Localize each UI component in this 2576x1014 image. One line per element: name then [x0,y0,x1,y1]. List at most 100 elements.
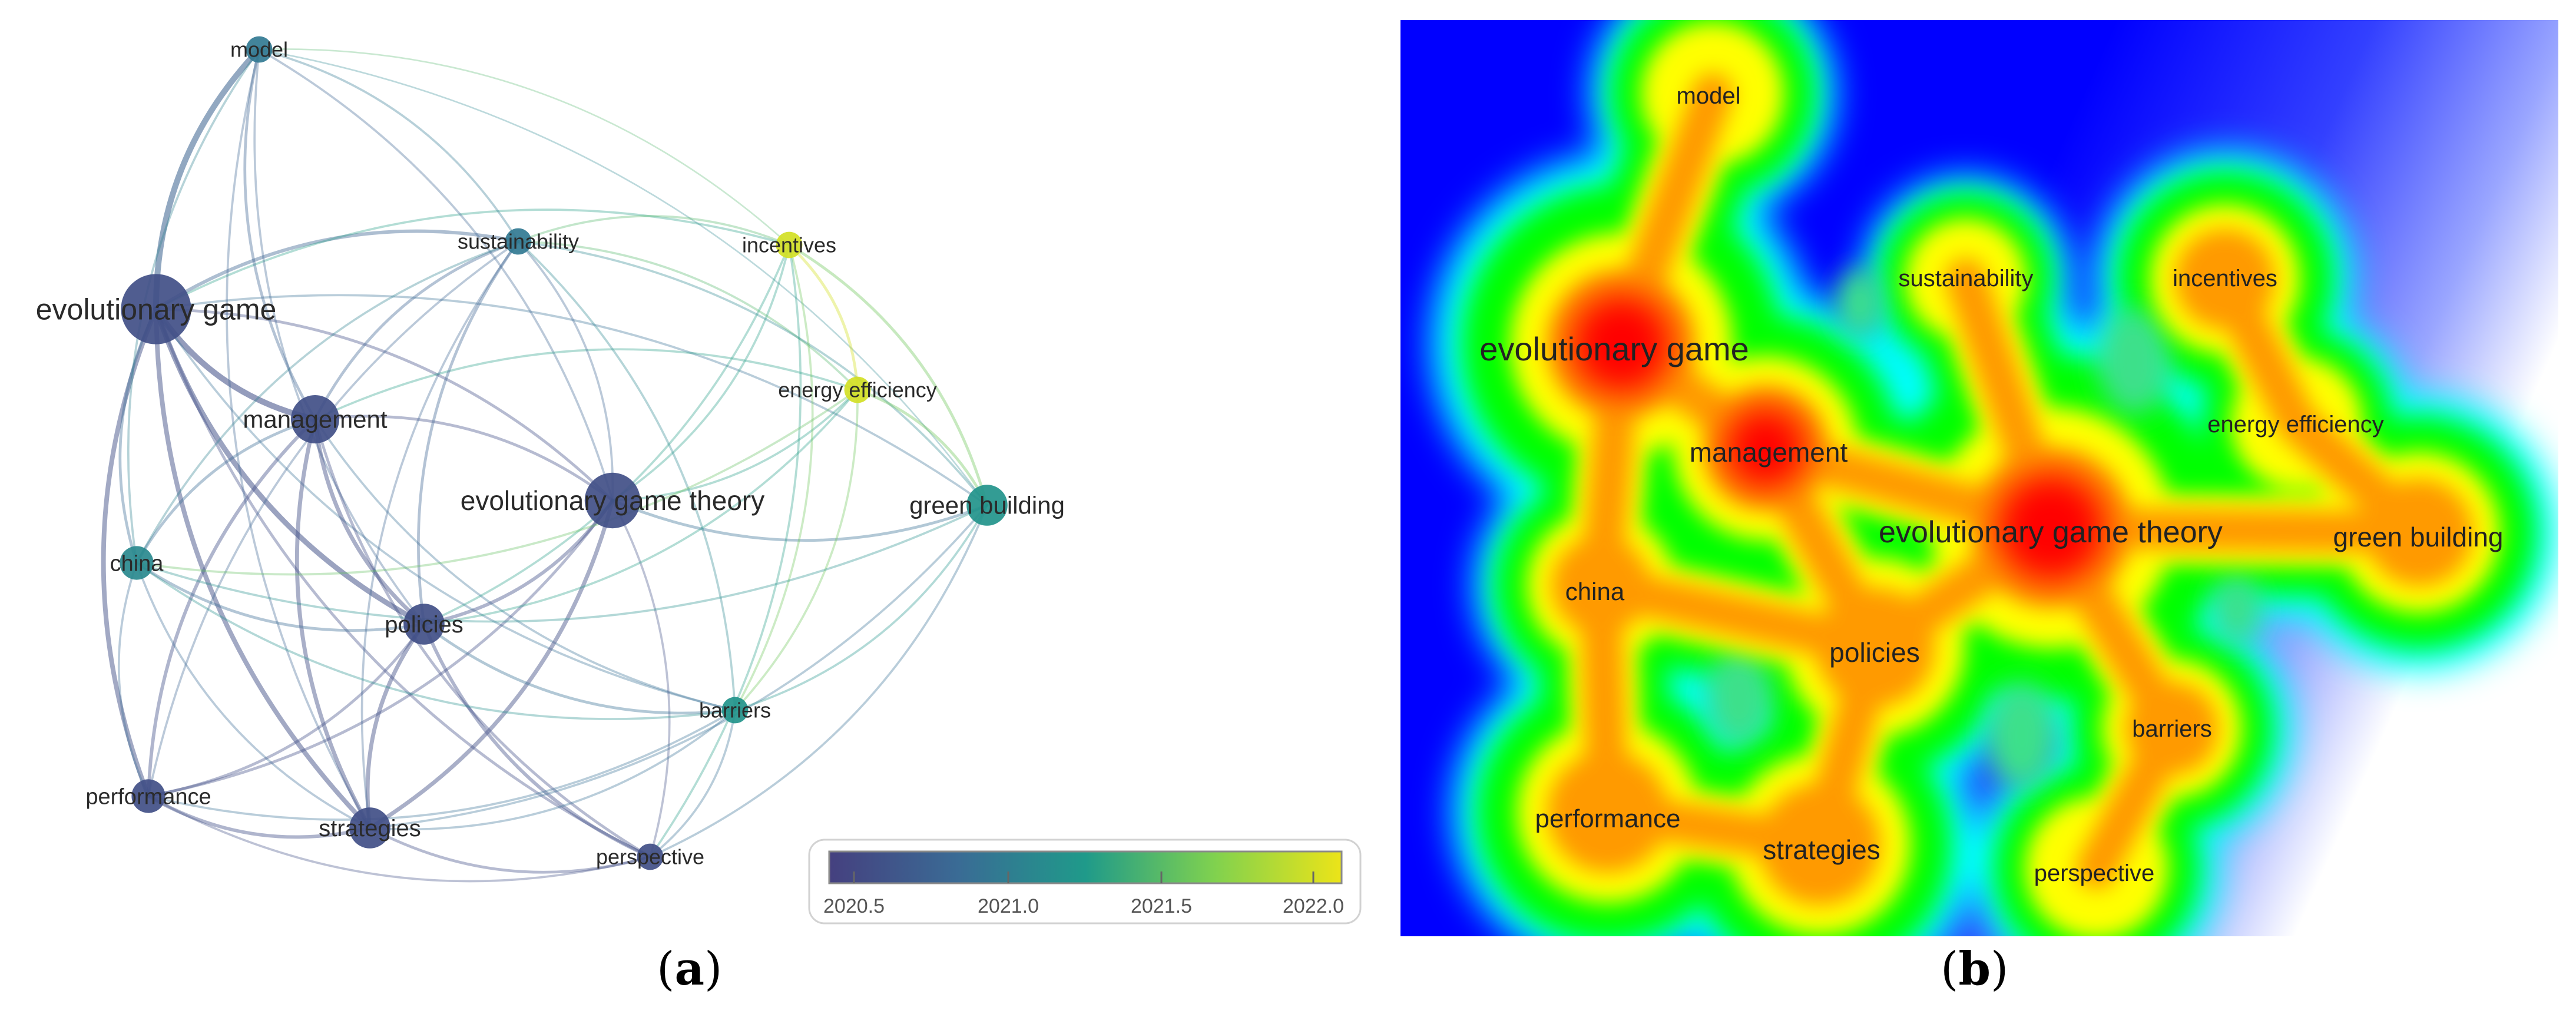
density-label-strategies: strategies [1763,834,1880,865]
density-labels: model sustainability incentives evolutionar… [1479,83,2503,886]
network-links [101,47,989,883]
node-sustainability[interactable] [505,228,532,255]
network-link [147,794,372,839]
density-label-model: model [1677,83,1741,109]
node-label-sustainability: sustainability [458,230,579,254]
density-label-barriers: barriers [2132,716,2212,742]
node-energy-efficiency[interactable] [844,376,871,403]
network-link [155,208,790,310]
node-policies[interactable] [403,604,445,645]
network-link [118,307,158,565]
node-label-evolutionary-game-theory: evolutionary game theory [461,485,765,516]
density-bridge [1587,791,1840,865]
node-label-performance: performance [85,784,211,809]
node-model[interactable] [246,36,273,63]
density-label-sustainability: sustainability [1898,266,2033,291]
network-link [313,240,520,421]
density-layer-red [1570,292,2107,584]
density-label-evolutionary-game: evolutionary game [1479,330,1749,367]
network-link [517,240,988,506]
density-bridge [1799,627,1896,865]
year-color-legend: 2020.5 2021.0 2021.5 2022.0 [808,839,1362,924]
density-bridge [1580,565,1896,668]
density-label-management: management [1690,437,1848,468]
network-link [154,307,372,830]
node-barriers[interactable] [721,697,749,724]
network-link [649,244,802,858]
network-link [147,417,317,798]
network-link [153,47,262,312]
node-evolutionary-game-theory[interactable] [584,472,641,529]
density-low-pocket [1707,648,1772,746]
density-blob [1723,405,1809,491]
density-label-green-building: green building [2333,522,2503,552]
network-overlay-visualization: model sustainability incentives evolutionar… [36,36,1362,924]
density-bridge [2031,507,2440,553]
network-link [734,244,814,711]
node-management[interactable] [291,395,339,443]
density-low-pocket [2213,574,2260,644]
density-label-china: china [1565,578,1625,605]
network-link [369,709,736,831]
network-link [517,240,736,711]
node-label-energy-efficiency: energy efficiency [778,378,937,402]
node-incentives[interactable] [776,231,803,259]
node-label-strategies: strategies [319,816,420,841]
node-label-perspective: perspective [596,845,704,869]
network-link [135,562,736,720]
network-link [155,294,988,506]
network-link [360,240,519,829]
network-link [611,244,790,502]
node-evolutionary-game[interactable] [121,274,191,344]
panel-a-caption: (a) [657,942,723,996]
node-green-building[interactable] [966,485,1008,526]
node-china[interactable] [120,546,154,580]
network-link [147,240,519,797]
network-link [787,243,989,507]
density-map: model sustainability incentives evolutionar… [1400,20,2558,936]
network-link [294,417,372,830]
node-label-management: management [243,406,387,433]
network-link [101,307,158,798]
network-link [154,229,520,311]
network-link [135,562,371,829]
density-bridge [2076,708,2193,889]
density-label-performance: performance [1535,804,1680,833]
legend-tick-label: 2020.5 [823,895,885,917]
legend-tick-label: 2021.5 [1131,895,1192,917]
network-link [147,622,426,798]
legend-ticks: 2020.5 2021.0 2021.5 2022.0 [823,871,1344,917]
network-link [154,307,652,859]
network-link [243,48,317,421]
network-link [787,243,859,392]
legend-tick-label: 2022.0 [1283,895,1344,917]
network-link [258,48,988,506]
network-link [369,504,988,829]
network-link [147,795,651,883]
network-link [314,348,859,420]
network-link [417,240,520,626]
network-link [226,48,371,829]
density-bridge [2204,259,2317,443]
density-blob [1995,472,2107,584]
node-label-barriers: barriers [699,698,771,723]
node-performance[interactable] [131,779,165,813]
network-link [649,709,736,858]
node-perspective[interactable] [637,843,664,870]
network-link [155,308,736,711]
density-low-pocket [1836,267,1883,338]
network-link [422,499,614,626]
panel-b-caption: (b) [1941,942,2009,996]
network-link [517,215,790,246]
network-link [422,622,737,715]
density-label-policies: policies [1829,637,1919,668]
network-link [611,389,859,502]
network-link [734,504,988,711]
network-link [313,417,426,627]
node-strategies[interactable] [349,807,390,849]
density-layer-orange [1547,73,2474,906]
network-link [517,240,614,502]
network-nodes: model sustainability incentives evolutionar… [36,36,1065,870]
network-link [258,48,614,502]
density-bridge [1580,565,1628,833]
